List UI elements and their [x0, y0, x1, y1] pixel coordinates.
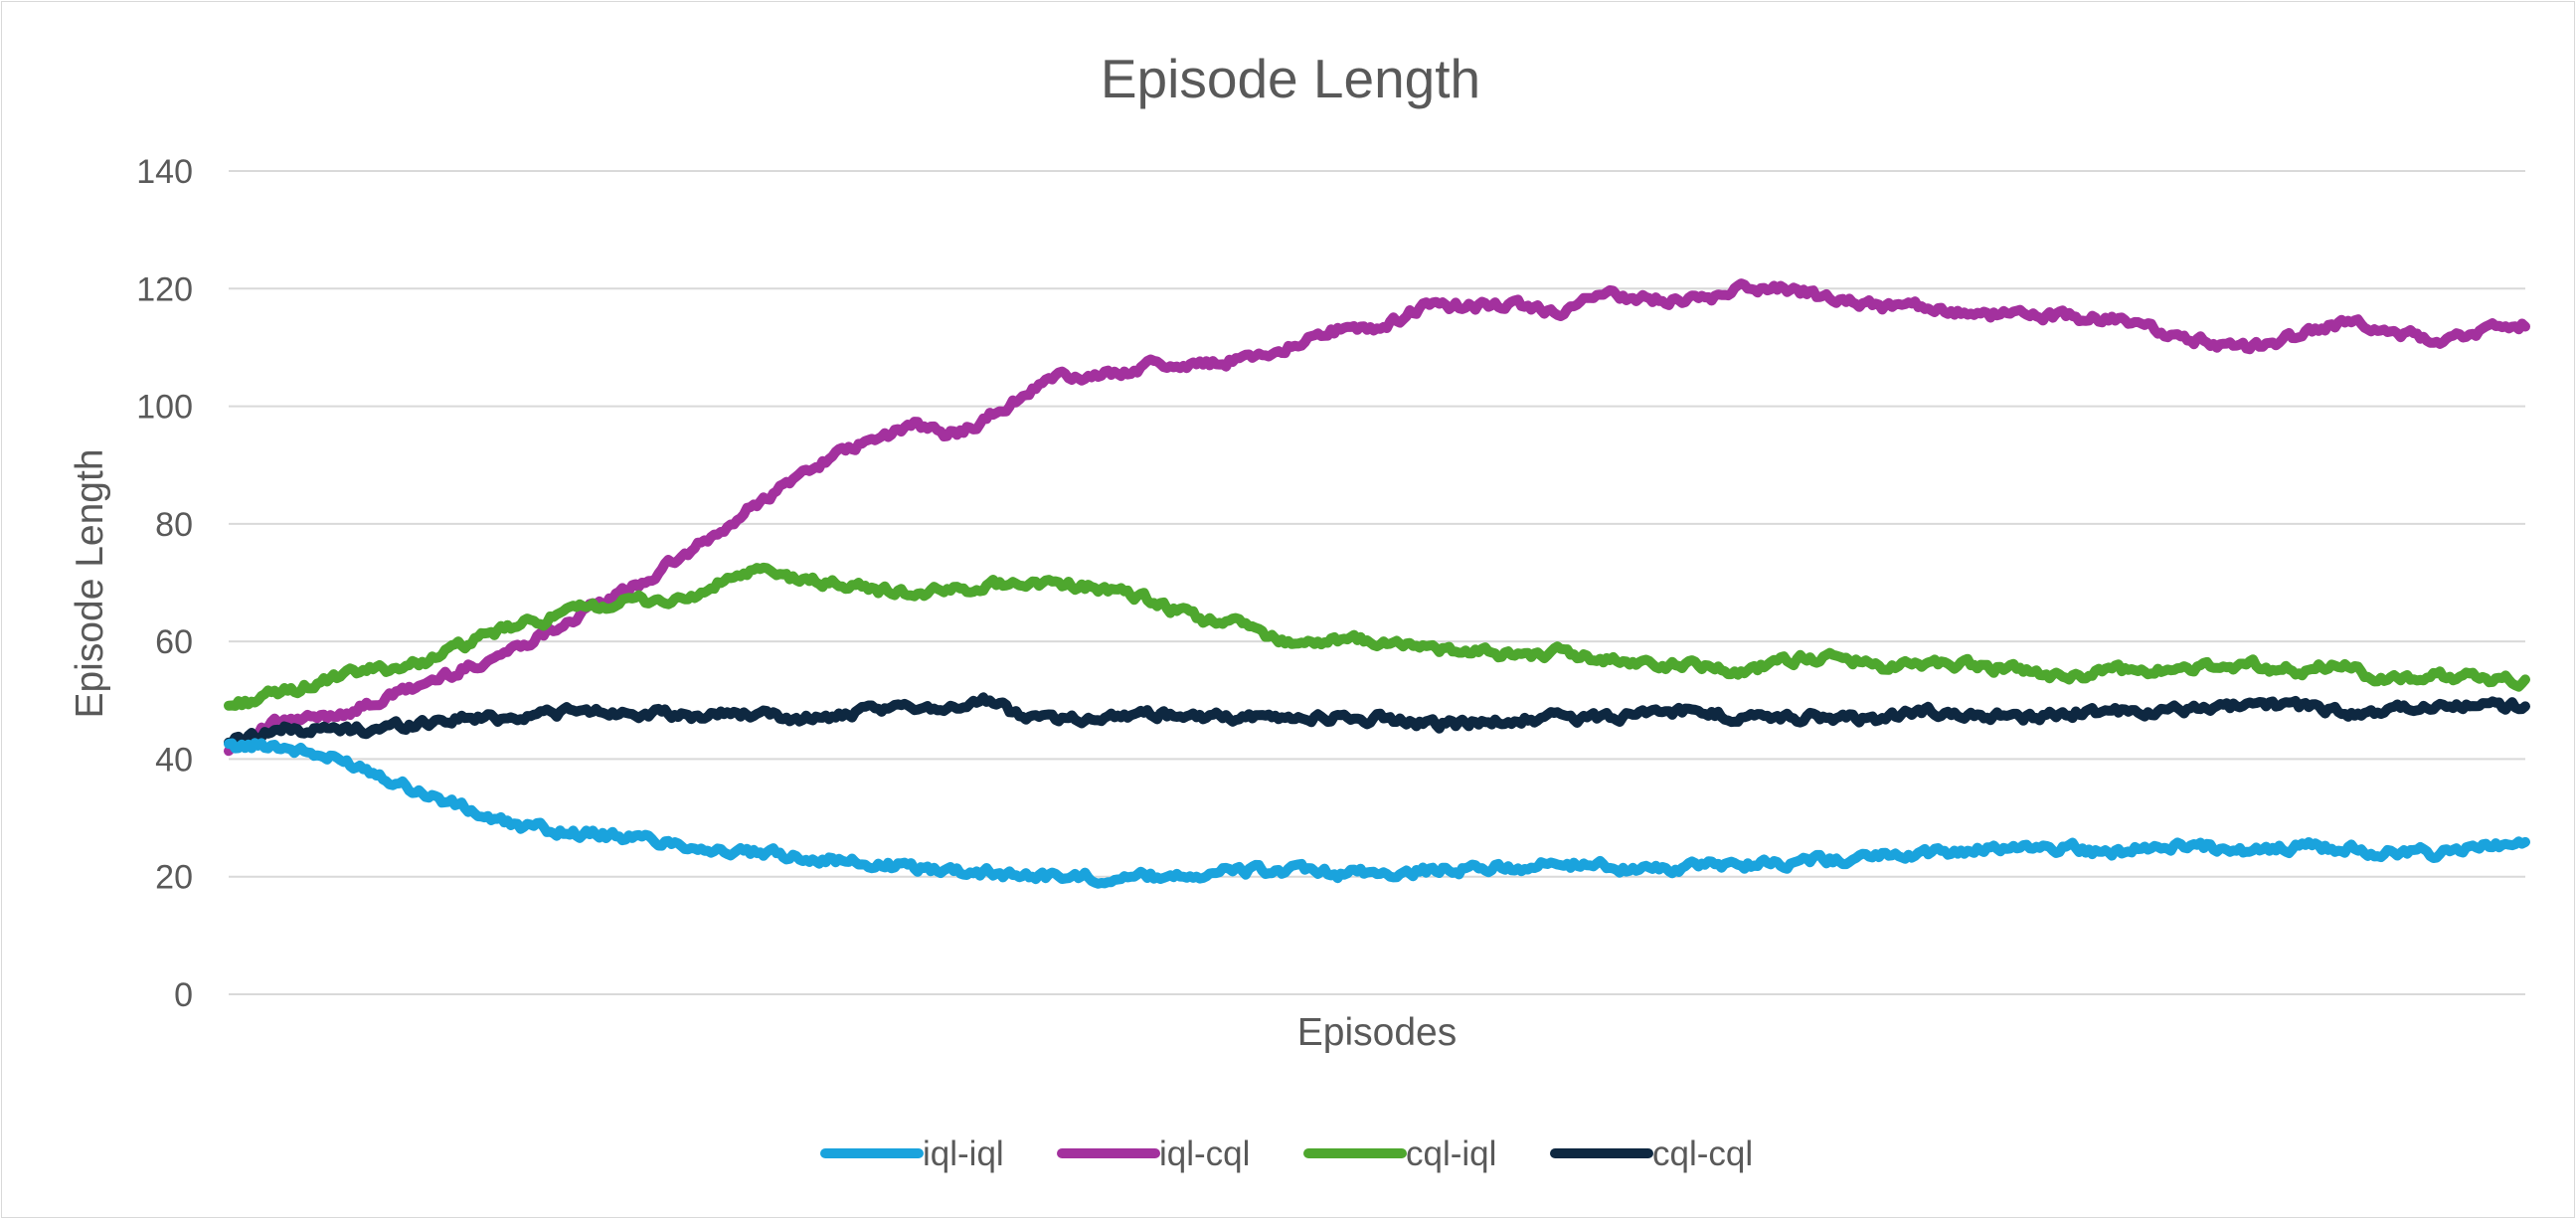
legend-item-iql-cql: iql-cql	[1057, 1134, 1250, 1173]
y-tick-label-100: 100	[136, 389, 193, 427]
gridlines	[229, 170, 2525, 995]
series-line-iql-cql	[224, 278, 2530, 757]
chart-title: Episode Length	[1101, 48, 1480, 109]
series-line-cql-iql	[224, 562, 2530, 711]
y-axis-title: Episode Length	[69, 448, 111, 718]
legend-item-cql-cql: cql-cql	[1550, 1134, 1753, 1173]
x-axis-title: Episodes	[1297, 1011, 1457, 1054]
y-tick-label-120: 120	[136, 270, 193, 308]
series-lines	[224, 278, 2530, 889]
y-tick-labels: 0 20 40 60 80 100 120 140	[136, 153, 193, 1014]
series-line-cql-cql	[224, 692, 2530, 749]
legend-label-iql-cql: iql-cql	[1159, 1134, 1250, 1173]
y-tick-label-20: 20	[155, 859, 193, 897]
y-tick-label-0: 0	[174, 976, 193, 1014]
y-tick-label-40: 40	[155, 741, 193, 779]
y-tick-label-80: 80	[155, 506, 193, 544]
legend: iql-iql iql-cql cql-iql cql-cql	[820, 1134, 1753, 1173]
legend-item-cql-iql: cql-iql	[1303, 1134, 1496, 1173]
legend-label-cql-iql: cql-iql	[1406, 1134, 1496, 1173]
legend-label-iql-iql: iql-iql	[923, 1134, 1004, 1173]
series-line-iql-iql	[224, 738, 2530, 889]
y-tick-label-140: 140	[136, 153, 193, 191]
legend-item-iql-iql: iql-iql	[820, 1134, 1004, 1173]
y-tick-label-60: 60	[155, 623, 193, 661]
legend-label-cql-cql: cql-cql	[1652, 1134, 1753, 1173]
